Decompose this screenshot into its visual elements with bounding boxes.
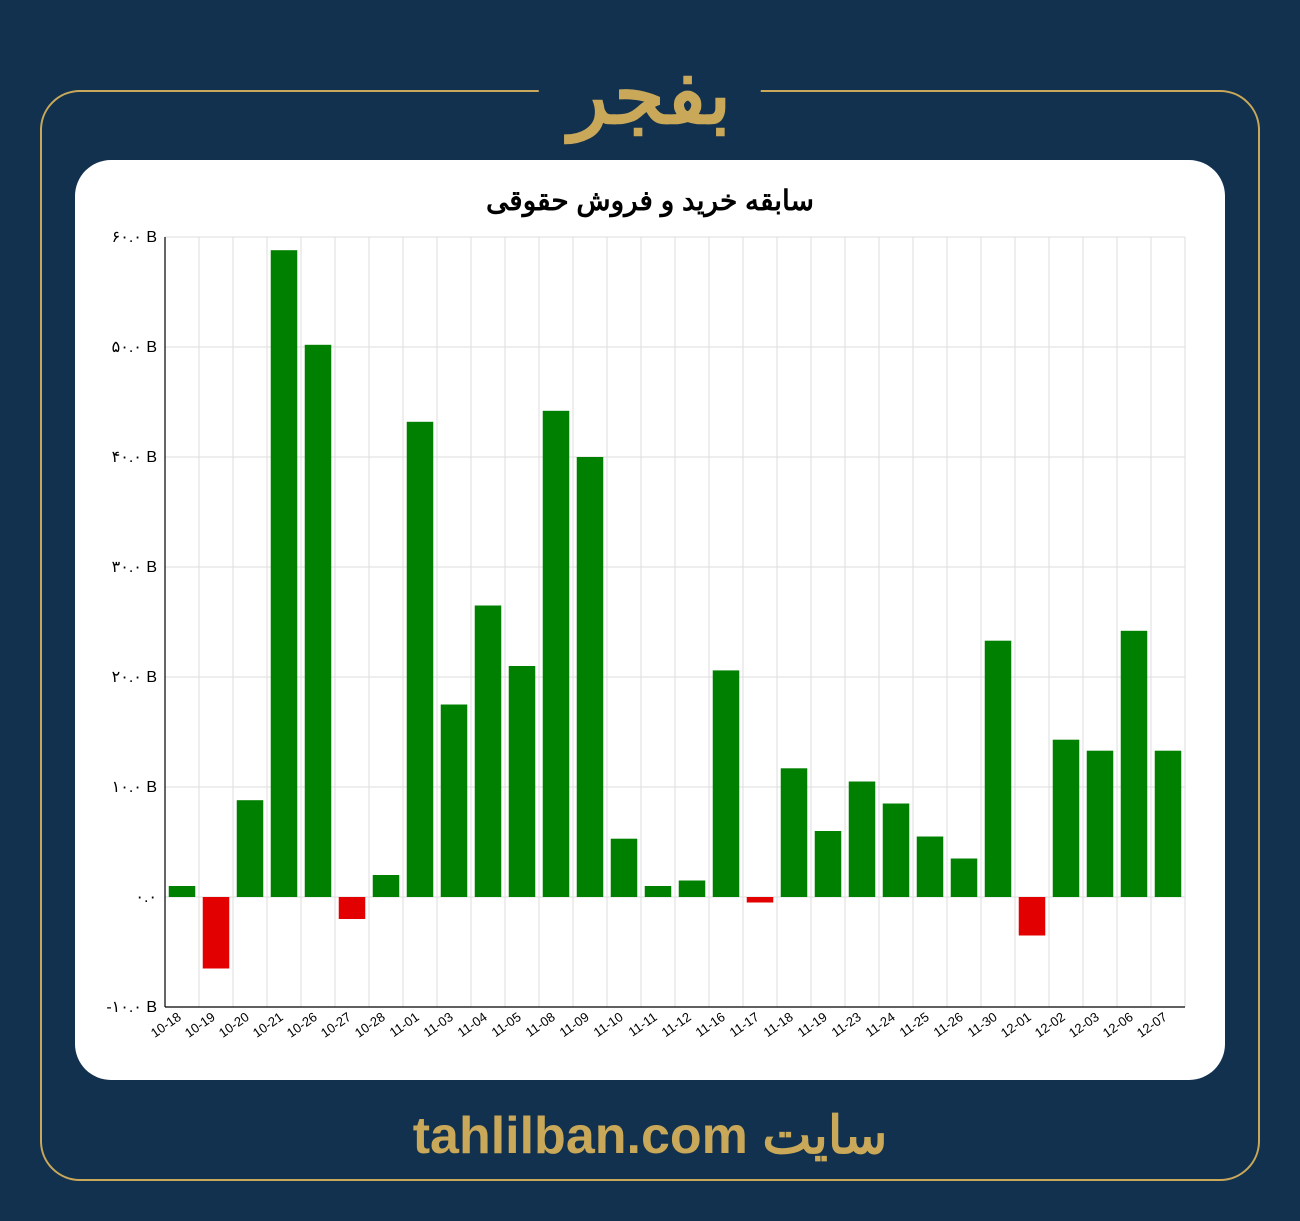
bar	[883, 804, 910, 898]
bar	[1155, 751, 1182, 897]
x-tick-label: 11-05	[489, 1009, 524, 1040]
x-tick-label: 11-08	[523, 1009, 558, 1040]
chart-card: سابقه خرید و فروش حقوقی -۱۰.۰ B ۰.۰ ۱۰.۰ B…	[75, 160, 1225, 1080]
bar	[951, 859, 978, 898]
bar	[305, 345, 332, 897]
bar	[849, 782, 876, 898]
bar	[1053, 740, 1080, 897]
x-tick-label: 11-17	[727, 1009, 762, 1040]
x-tick-label: 11-10	[591, 1009, 626, 1040]
x-tick-label: 11-24	[863, 1009, 898, 1040]
y-tick-label: ۴۰.۰ B	[112, 449, 157, 466]
x-tick-label: 11-25	[897, 1009, 932, 1040]
x-tick-label: 10-28	[352, 1009, 388, 1040]
bar	[713, 670, 740, 897]
bar	[373, 875, 400, 897]
bar	[407, 422, 434, 897]
x-tick-label: 10-26	[284, 1009, 320, 1040]
x-tick-label: 12-07	[1134, 1009, 1170, 1040]
x-tick-label: 11-16	[693, 1009, 728, 1040]
bar	[237, 800, 264, 897]
x-tick-label: 12-01	[998, 1009, 1034, 1040]
x-tick-label: 11-23	[829, 1009, 864, 1040]
x-tick-label: 11-26	[931, 1009, 966, 1040]
chart-area: -۱۰.۰ B ۰.۰ ۱۰.۰ B ۲۰.۰ B ۳۰.۰ B ۴۰.۰ B ۵۰.۰ B…	[105, 227, 1195, 1057]
y-tick-label: ۰.۰	[135, 889, 157, 906]
bar	[169, 886, 196, 897]
x-tick-label: 10-27	[318, 1009, 354, 1040]
y-tick-label: ۲۰.۰ B	[112, 669, 157, 686]
x-tick-label: 11-19	[795, 1009, 830, 1040]
bar	[1087, 751, 1114, 897]
x-tick-label: 11-12	[659, 1009, 694, 1040]
bar	[781, 768, 808, 897]
bar	[985, 641, 1012, 897]
bar	[1019, 897, 1046, 936]
bar-chart: -۱۰.۰ B ۰.۰ ۱۰.۰ B ۲۰.۰ B ۳۰.۰ B ۴۰.۰ B ۵۰.۰ B…	[105, 227, 1195, 1057]
x-tick-label: 11-30	[965, 1009, 1000, 1040]
y-tick-label: -۱۰.۰ B	[106, 999, 157, 1016]
x-tick-label: 11-04	[455, 1009, 490, 1040]
x-tick-label: 11-09	[557, 1009, 592, 1040]
y-tick-label: ۶۰.۰ B	[112, 229, 157, 246]
bar	[747, 897, 774, 903]
bar	[577, 457, 604, 897]
bar	[441, 705, 468, 898]
chart-title: سابقه خرید و فروش حقوقی	[105, 184, 1195, 217]
site-url: tahlilban.com	[413, 1107, 748, 1165]
bar	[645, 886, 672, 897]
bar	[543, 411, 570, 897]
bar	[679, 881, 706, 898]
y-tick-label: ۵۰.۰ B	[112, 339, 157, 356]
x-tick-label: 12-06	[1100, 1009, 1136, 1040]
x-tick-label: 10-19	[182, 1009, 218, 1040]
bar	[339, 897, 366, 919]
bar	[611, 839, 638, 897]
header: بفجر	[539, 55, 761, 137]
x-tick-label: 11-11	[625, 1009, 659, 1039]
x-tick-label: 10-21	[250, 1009, 286, 1040]
y-tick-label: ۱۰.۰ B	[112, 779, 157, 796]
x-tick-label: 11-03	[421, 1009, 456, 1040]
x-tick-label: 10-20	[216, 1009, 252, 1040]
footer: tahlilban.com سایت	[0, 1106, 1300, 1166]
x-tick-label: 11-01	[387, 1009, 422, 1040]
bar	[815, 831, 842, 897]
bar	[917, 837, 944, 898]
y-tick-label: ۳۰.۰ B	[112, 559, 157, 576]
bar	[1121, 631, 1148, 897]
site-label: سایت	[762, 1107, 887, 1165]
bar	[509, 666, 536, 897]
header-title: بفجر	[569, 55, 731, 137]
bar	[271, 250, 298, 897]
x-tick-label: 12-03	[1066, 1009, 1102, 1040]
bar	[475, 606, 502, 898]
x-tick-label: 11-18	[761, 1009, 796, 1040]
bar	[203, 897, 230, 969]
x-tick-label: 12-02	[1032, 1009, 1068, 1040]
